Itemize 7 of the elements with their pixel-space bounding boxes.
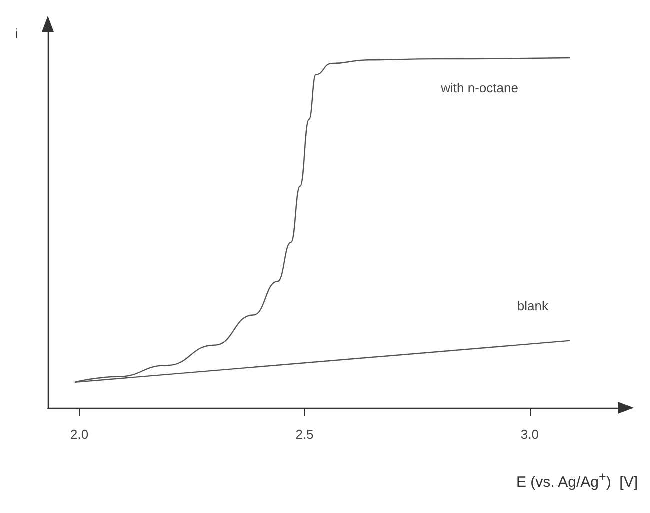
text: blank — [517, 298, 549, 314]
x-axis-title: E (vs. Ag/Ag$^{+}$) [V] — [516, 470, 638, 491]
series-label: with n-octane — [440, 80, 518, 96]
x-tick-label: 2.5 — [296, 427, 314, 442]
x-tick-label: 2.0 — [70, 427, 89, 442]
y-axis-title: i — [15, 26, 18, 41]
x-tick-label: 3.0 — [520, 427, 539, 442]
